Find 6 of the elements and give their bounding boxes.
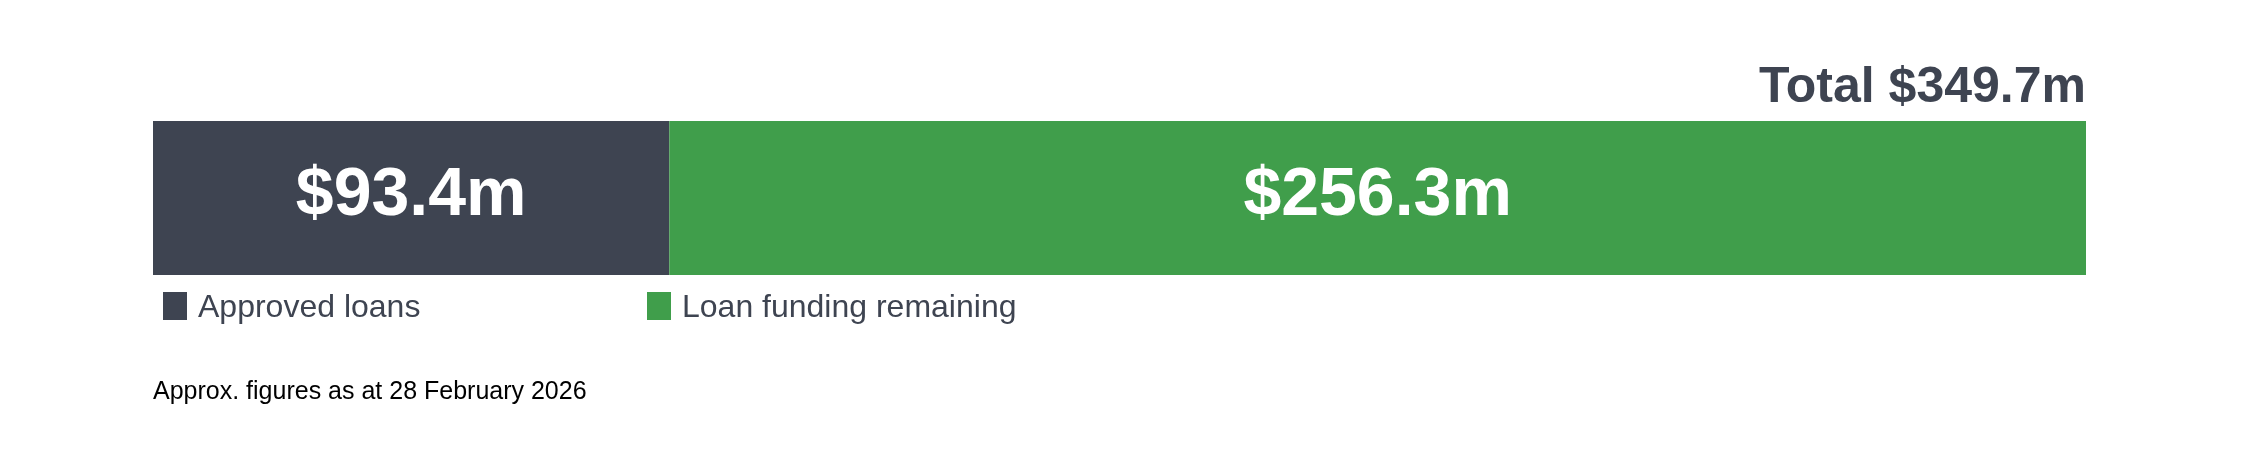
text: Approx. figures as at 28 February 2026 (153, 376, 587, 405)
legend-label: Approved loans (198, 288, 421, 325)
data-label: $256.3m (1243, 153, 1512, 229)
total-label: Total $349.7m (1758, 57, 2086, 113)
data-label: $93.4m (295, 153, 527, 229)
legend-label: Loan funding remaining (682, 288, 1017, 325)
